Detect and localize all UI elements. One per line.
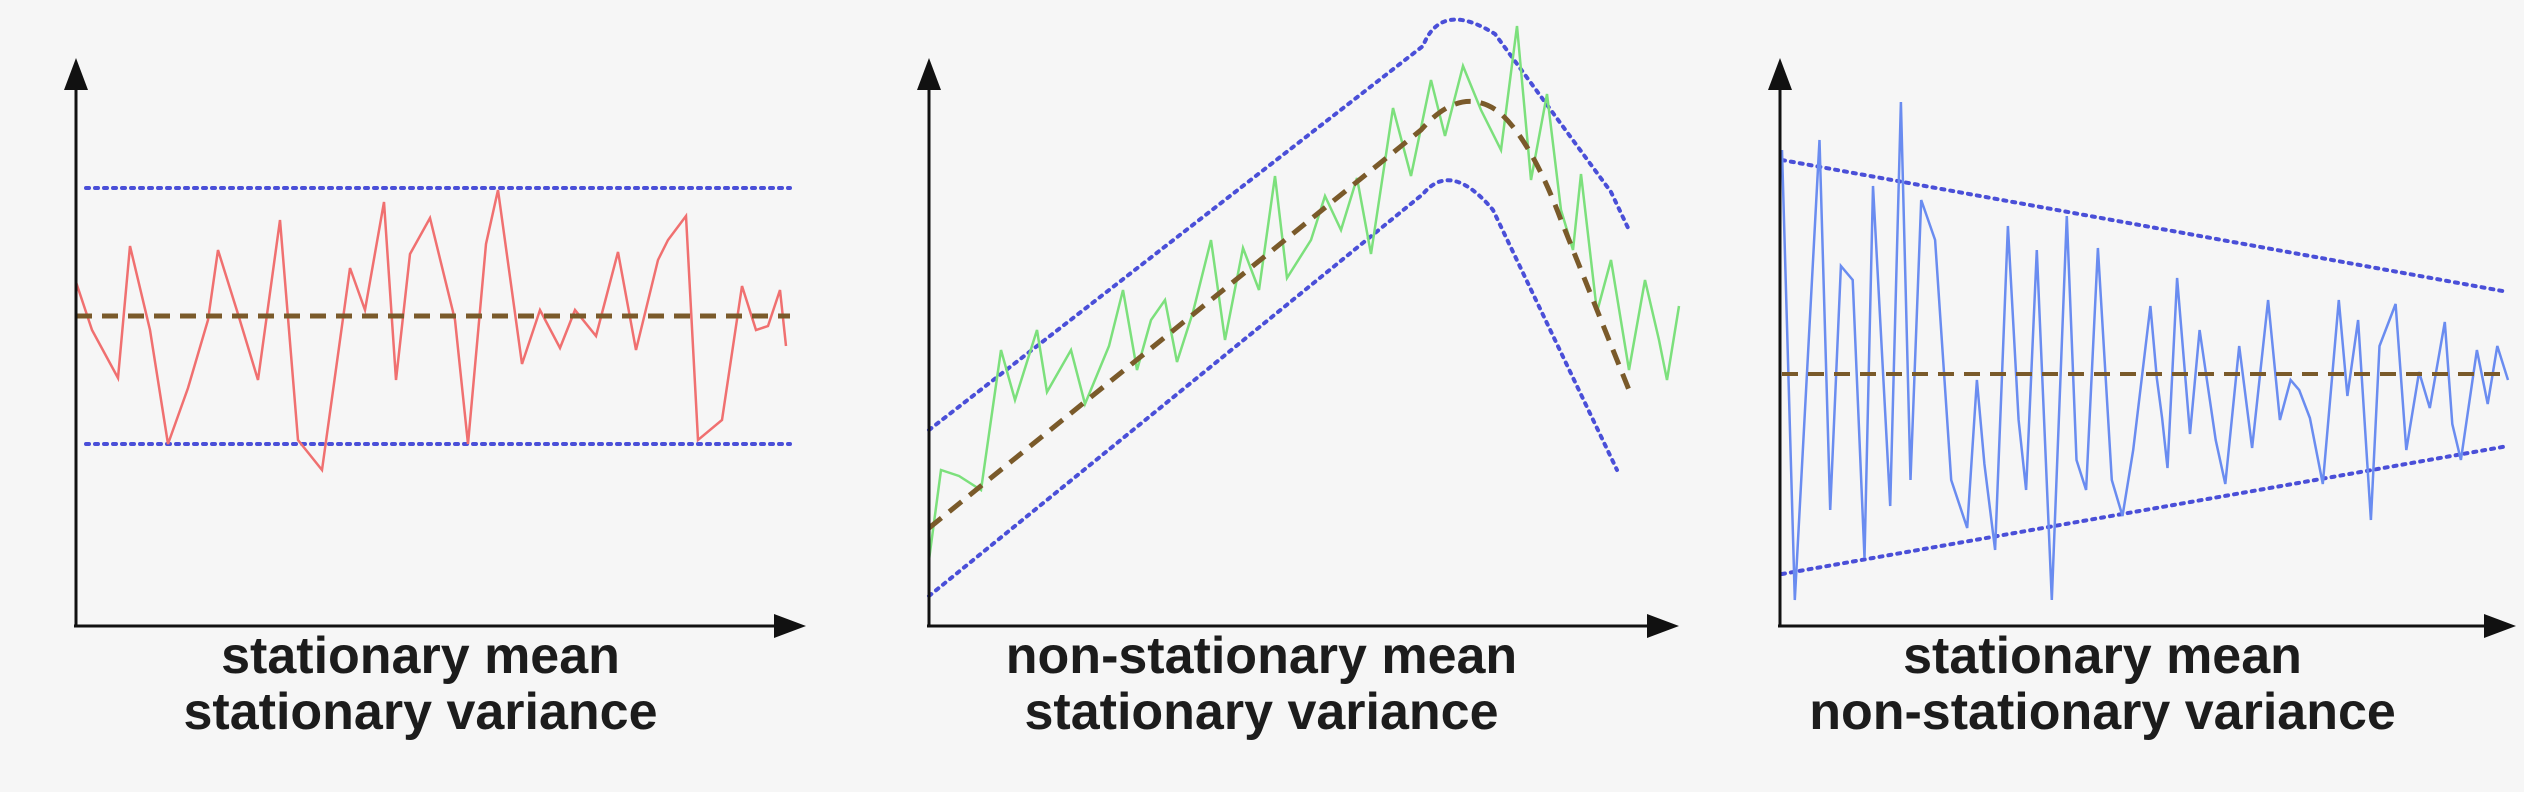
upper-bound-line: [927, 17, 1631, 432]
y-axis-arrow-icon: [917, 58, 941, 90]
panel-caption: non-stationary mean stationary variance: [841, 628, 1682, 740]
panel-stationary-mean-non-stationary-variance: stationary mean non-stationary variance: [1682, 0, 2523, 792]
lower-bound-line: [1780, 444, 2510, 576]
x-axis-arrow-icon: [774, 614, 806, 638]
caption-line-2: stationary variance: [1024, 683, 1499, 741]
plot-trend: [917, 17, 1681, 638]
mean-line: [927, 98, 1632, 530]
upper-bound-line: [1780, 158, 2510, 294]
series-line: [927, 25, 1681, 561]
panel-caption: stationary mean stationary variance: [0, 628, 841, 740]
lower-bound-line: [927, 178, 1619, 598]
panel-stationary-mean-stationary-variance: stationary mean stationary variance: [0, 0, 841, 792]
y-axis-arrow-icon: [1768, 58, 1792, 90]
y-axis-arrow-icon: [64, 58, 88, 90]
plot-heteroscedastic: [1768, 58, 2516, 638]
caption-line-2: stationary variance: [183, 683, 658, 741]
series-line: [74, 189, 788, 474]
plot-stationary: [64, 58, 806, 638]
caption-line-2: non-stationary variance: [1809, 683, 2396, 741]
series-line: [1780, 101, 2510, 601]
panel-caption: stationary mean non-stationary variance: [1682, 628, 2523, 740]
caption-line-1: non-stationary mean: [1005, 627, 1518, 685]
caption-line-1: stationary mean: [1903, 627, 2302, 685]
x-axis-arrow-icon: [1647, 614, 1679, 638]
x-axis-arrow-icon: [2484, 614, 2516, 638]
panel-non-stationary-mean-stationary-variance: non-stationary mean stationary variance: [841, 0, 1682, 792]
caption-line-1: stationary mean: [221, 627, 620, 685]
